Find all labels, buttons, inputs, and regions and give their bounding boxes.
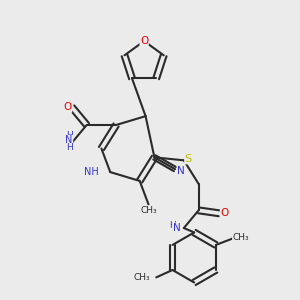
- Text: CH₃: CH₃: [134, 273, 150, 282]
- Text: H: H: [169, 221, 175, 230]
- Text: S: S: [185, 154, 192, 164]
- Text: NH: NH: [84, 167, 98, 177]
- Text: H: H: [66, 131, 72, 140]
- Text: O: O: [63, 102, 72, 112]
- Text: CH₃: CH₃: [140, 206, 157, 215]
- Text: O: O: [140, 36, 148, 46]
- Text: CH₃: CH₃: [232, 233, 249, 242]
- Text: N: N: [177, 166, 185, 176]
- Text: O: O: [220, 208, 229, 218]
- Text: H: H: [66, 143, 72, 152]
- Text: N: N: [172, 223, 180, 233]
- Text: N: N: [65, 135, 73, 145]
